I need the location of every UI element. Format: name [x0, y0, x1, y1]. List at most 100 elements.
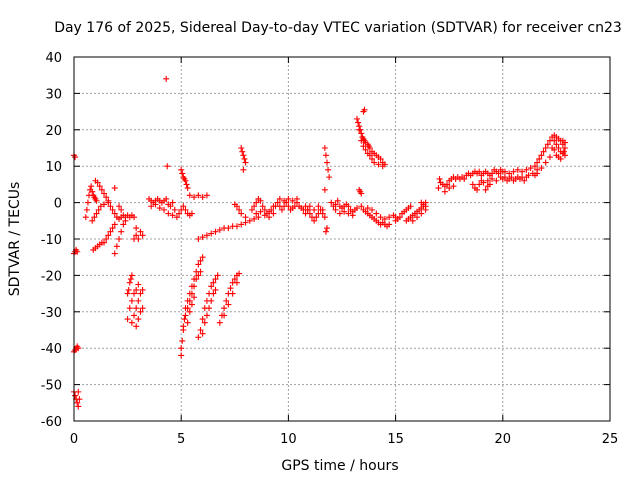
data-point	[306, 203, 313, 210]
data-point	[289, 197, 296, 204]
data-point	[319, 206, 326, 213]
data-point	[120, 221, 127, 228]
data-point	[233, 279, 240, 286]
data-point	[193, 276, 200, 283]
y-tick-label: -50	[41, 379, 62, 394]
data-point	[474, 186, 481, 193]
data-point	[238, 221, 245, 228]
data-point	[203, 192, 210, 199]
data-point	[358, 130, 365, 137]
data-point	[366, 152, 373, 159]
data-point	[501, 168, 508, 175]
data-point	[534, 170, 541, 177]
data-point	[93, 197, 100, 204]
data-point	[227, 285, 234, 292]
data-point	[345, 210, 352, 217]
data-point	[377, 155, 384, 162]
y-tick-label: 10	[45, 160, 62, 175]
plot-frame	[73, 56, 611, 422]
data-point	[240, 152, 247, 159]
data-point	[489, 175, 496, 182]
data-point	[195, 236, 202, 242]
data-point	[75, 403, 82, 410]
data-point	[354, 115, 361, 122]
data-point	[236, 270, 243, 277]
data-point	[519, 168, 526, 175]
data-point	[238, 145, 245, 151]
data-point	[126, 279, 133, 286]
data-point	[508, 174, 515, 181]
data-point	[163, 195, 170, 202]
data-point	[113, 243, 120, 250]
data-point	[171, 206, 178, 213]
y-tick-label: -10	[41, 233, 62, 248]
data-point	[178, 345, 185, 352]
data-point	[178, 352, 185, 359]
data-point	[236, 206, 243, 213]
data-point	[246, 217, 253, 224]
data-point	[216, 226, 223, 233]
data-point	[251, 203, 258, 210]
data-point	[357, 188, 364, 195]
data-point	[418, 210, 425, 217]
data-point	[328, 199, 335, 206]
data-point	[358, 203, 365, 210]
data-point	[231, 276, 238, 283]
data-point	[122, 217, 129, 224]
data-point	[178, 166, 185, 173]
data-point	[169, 199, 176, 206]
data-point	[514, 166, 521, 173]
data-points	[71, 75, 568, 410]
x-tick-label: 15	[387, 432, 404, 447]
data-point	[386, 221, 393, 228]
data-point	[341, 208, 348, 215]
data-point	[371, 159, 378, 166]
data-point	[546, 154, 553, 161]
data-point	[349, 212, 356, 219]
data-point	[96, 183, 103, 190]
data-point	[188, 301, 195, 308]
data-point	[184, 319, 191, 326]
data-point	[446, 185, 453, 192]
data-point	[197, 257, 204, 264]
data-point	[210, 290, 217, 297]
data-point	[369, 155, 376, 162]
data-point	[257, 208, 264, 215]
data-point	[75, 388, 82, 395]
y-tick-label: 40	[45, 51, 62, 66]
data-point	[165, 210, 172, 217]
data-point	[184, 305, 191, 312]
data-point	[188, 290, 195, 297]
x-tick-label: 0	[70, 432, 78, 447]
data-point	[379, 163, 386, 170]
data-point	[184, 185, 191, 192]
data-point	[396, 214, 403, 221]
data-point	[501, 174, 508, 181]
data-point	[116, 203, 123, 210]
y-axis-ticks: 40 30 20 10 0 -10 -20 -30 -40 -50 -60	[41, 51, 610, 430]
data-point	[225, 225, 232, 232]
data-point	[356, 126, 363, 133]
data-point	[229, 290, 236, 297]
data-point	[208, 283, 215, 290]
data-point	[321, 186, 328, 193]
data-point	[127, 276, 134, 283]
data-point	[561, 145, 568, 151]
data-point	[197, 268, 204, 275]
grid-lines	[74, 57, 610, 421]
data-point	[91, 214, 98, 221]
data-point	[461, 175, 468, 182]
data-point	[561, 139, 568, 146]
data-point	[128, 272, 135, 279]
data-point	[542, 159, 549, 166]
data-point	[118, 228, 125, 235]
data-point	[527, 165, 534, 172]
data-point	[195, 192, 202, 199]
data-point	[306, 210, 313, 217]
data-point	[482, 186, 489, 193]
data-point	[199, 330, 206, 337]
data-point	[179, 337, 186, 344]
data-point	[386, 214, 393, 221]
data-point	[116, 236, 123, 242]
data-point	[131, 214, 138, 221]
